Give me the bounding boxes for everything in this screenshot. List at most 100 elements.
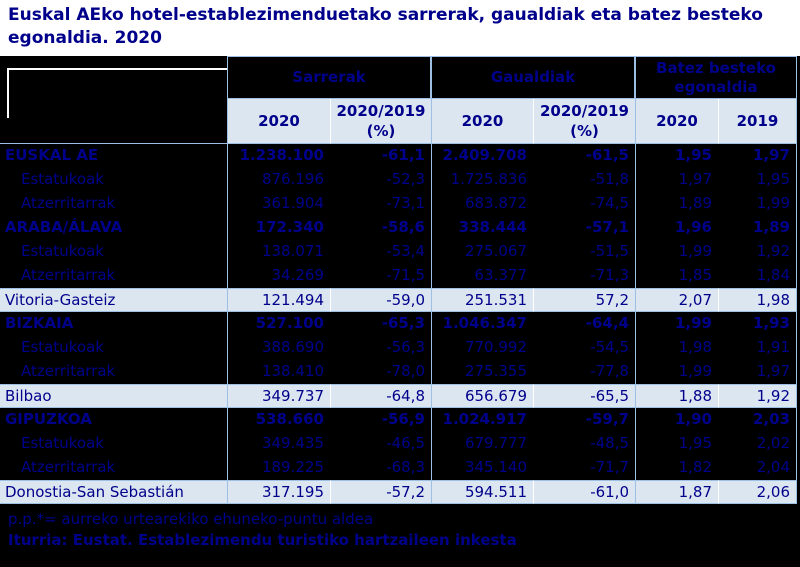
data-cell: -65,5 (533, 384, 635, 408)
data-cell: 138.071 (227, 240, 330, 264)
data-cell: -61,1 (381, 146, 425, 164)
data-cell: 2,06 (718, 480, 797, 504)
subheader-sarrerak-change: 2020/2019 (%) (330, 99, 431, 144)
data-cell: 1,84 (718, 264, 797, 288)
table-corner-border (7, 68, 227, 118)
data-cell: 1,99 (635, 312, 718, 336)
data-cell: 1,87 (635, 480, 718, 504)
data-cell: -52,3 (386, 170, 425, 188)
data-cell: 594.511 (431, 480, 533, 504)
data-cell: -51,5 (590, 242, 629, 260)
row-label: Donostia-San Sebastián (0, 480, 227, 504)
data-cell: 538.660 (227, 408, 330, 432)
data-cell: -77,8 (590, 362, 629, 380)
row-label: Estatukoak (21, 338, 104, 356)
data-cell: -58,6 (381, 218, 425, 236)
data-cell: 2,04 (718, 456, 797, 480)
data-cell: 1,97 (718, 360, 797, 384)
row-label: Bilbao (0, 384, 227, 408)
subheader-gaualdiak-change: 2020/2019 (%) (533, 99, 635, 144)
data-cell: 1,88 (635, 384, 718, 408)
data-cell: 1,99 (635, 360, 718, 384)
data-cell: -51,8 (590, 170, 629, 188)
data-cell: 2,07 (635, 288, 718, 312)
column-group-gaualdiak: Gaualdiak (431, 56, 635, 99)
data-cell: 1.024.917 (431, 408, 533, 432)
data-cell: 1,96 (635, 216, 718, 240)
row-label: Atzerritarrak (21, 458, 116, 476)
subheader-sarrerak-2020: 2020 (227, 99, 330, 144)
subheader-egonaldia-2020: 2020 (635, 99, 718, 144)
data-cell: -53,4 (386, 242, 425, 260)
data-cell: -64,4 (585, 314, 629, 332)
data-cell: 121.494 (227, 288, 330, 312)
data-cell: -68,3 (386, 458, 425, 476)
table-corner-cell (0, 56, 227, 144)
column-group-sarrerak: Sarrerak (227, 56, 431, 99)
data-cell: 388.690 (227, 336, 330, 360)
row-label: ARABA/ÁLAVA (5, 218, 123, 236)
data-cell: -54,5 (590, 338, 629, 356)
row-label: Atzerritarrak (21, 362, 116, 380)
data-cell: 876.196 (227, 168, 330, 192)
data-cell: -65,3 (381, 314, 425, 332)
title-area: Euskal AEko hotel-establezimenduetako sa… (0, 0, 800, 56)
data-cell: 172.340 (227, 216, 330, 240)
row-label: EUSKAL AE (5, 146, 99, 164)
data-cell: -64,8 (330, 384, 431, 408)
data-cell: 2.409.708 (431, 144, 533, 168)
data-cell: 349.737 (227, 384, 330, 408)
data-cell: 1,92 (718, 384, 797, 408)
data-cell: 251.531 (431, 288, 533, 312)
data-cell: -61,0 (533, 480, 635, 504)
data-cell: -71,5 (386, 266, 425, 284)
data-cell: 1,95 (635, 432, 718, 456)
stats-table: Sarrerak Gaualdiak Batez besteko egonald… (0, 56, 797, 504)
data-cell: 345.140 (431, 456, 533, 480)
row-label: GIPUZKOA (5, 410, 92, 428)
data-cell: -59,7 (585, 410, 629, 428)
column-group-egonaldia: Batez besteko egonaldia (635, 56, 797, 99)
data-cell: -73,1 (386, 194, 425, 212)
data-cell: 2,02 (718, 432, 797, 456)
data-cell: 1,89 (718, 216, 797, 240)
data-cell: -74,5 (590, 194, 629, 212)
page-title-line-2: egonaldia. 2020 (8, 28, 162, 48)
data-cell: 1,93 (718, 312, 797, 336)
data-cell: 275.355 (431, 360, 533, 384)
data-cell: 679.777 (431, 432, 533, 456)
row-label: Vitoria-Gasteiz (0, 288, 227, 312)
data-cell: 1,91 (718, 336, 797, 360)
data-cell: 770.992 (431, 336, 533, 360)
data-cell: 349.435 (227, 432, 330, 456)
data-cell: 57,2 (533, 288, 635, 312)
source-line: Iturria: Eustat. Establezimendu turistik… (8, 531, 517, 549)
data-cell: 1,99 (635, 240, 718, 264)
data-cell: 1,89 (635, 192, 718, 216)
row-label: Atzerritarrak (21, 194, 116, 212)
data-cell: -59,0 (330, 288, 431, 312)
data-cell: 338.444 (431, 216, 533, 240)
table-footer: p.p.*= aurreko urtearekiko ehuneko-puntu… (0, 509, 517, 551)
data-cell: 1,99 (718, 192, 797, 216)
data-cell: 1.238.100 (227, 144, 330, 168)
data-cell: -61,5 (585, 146, 629, 164)
data-cell: 1,97 (718, 144, 797, 168)
data-cell: 1,82 (635, 456, 718, 480)
subheader-egonaldia-2019: 2019 (718, 99, 797, 144)
data-cell: 1,97 (635, 168, 718, 192)
data-cell: 138.410 (227, 360, 330, 384)
data-cell: -78,0 (386, 362, 425, 380)
data-cell: 1,85 (635, 264, 718, 288)
data-cell: 361.904 (227, 192, 330, 216)
data-cell: 1,92 (718, 240, 797, 264)
data-cell: 2,03 (718, 408, 797, 432)
data-cell: 1,95 (635, 144, 718, 168)
page-title-line-1: Euskal AEko hotel-establezimenduetako sa… (8, 5, 763, 25)
data-cell: -71,3 (590, 266, 629, 284)
data-cell: 275.067 (431, 240, 533, 264)
data-cell: 1,90 (635, 408, 718, 432)
data-cell: -57,2 (330, 480, 431, 504)
data-cell: 656.679 (431, 384, 533, 408)
